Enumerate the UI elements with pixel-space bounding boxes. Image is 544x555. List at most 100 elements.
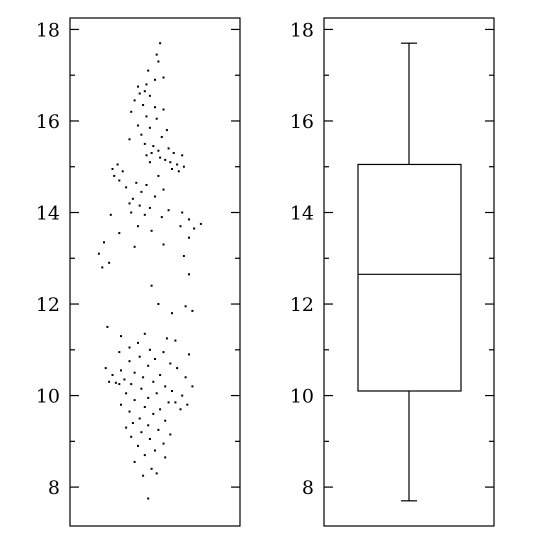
data-point bbox=[111, 168, 114, 170]
data-point bbox=[120, 335, 122, 338]
strip-plot-panel: 8 10 12 14 16 18 bbox=[36, 17, 241, 527]
data-point bbox=[97, 252, 100, 255]
box-tick-label: 18 bbox=[290, 19, 314, 41]
data-point bbox=[155, 392, 158, 395]
data-point bbox=[130, 211, 133, 214]
data-point bbox=[171, 312, 173, 315]
box-plot-marks bbox=[357, 42, 462, 502]
data-point bbox=[133, 460, 136, 463]
data-point bbox=[140, 133, 143, 136]
data-point bbox=[148, 438, 151, 440]
data-point bbox=[148, 348, 151, 351]
data-point bbox=[147, 497, 150, 500]
data-point bbox=[128, 346, 131, 349]
data-point bbox=[162, 76, 165, 79]
data-point bbox=[109, 213, 112, 216]
data-point bbox=[142, 376, 145, 379]
data-point bbox=[167, 209, 170, 212]
data-point bbox=[199, 222, 202, 225]
data-point bbox=[145, 115, 148, 118]
data-point bbox=[169, 433, 172, 436]
data-point bbox=[191, 385, 194, 388]
data-point bbox=[133, 371, 136, 374]
data-point bbox=[131, 422, 134, 424]
data-point bbox=[140, 190, 143, 193]
data-point bbox=[137, 124, 139, 127]
data-point bbox=[181, 154, 184, 157]
data-point bbox=[157, 174, 160, 177]
strip-plot-y-axis: 8 10 12 14 16 18 bbox=[36, 19, 240, 499]
data-point bbox=[143, 213, 146, 216]
data-point bbox=[152, 412, 155, 415]
data-point bbox=[145, 184, 148, 186]
data-point bbox=[120, 369, 122, 372]
data-point bbox=[171, 168, 173, 170]
data-point bbox=[138, 355, 141, 358]
data-point bbox=[118, 383, 121, 386]
data-point bbox=[121, 170, 124, 173]
data-point bbox=[150, 284, 153, 287]
data-point bbox=[184, 376, 187, 379]
data-point bbox=[148, 94, 151, 97]
data-point bbox=[128, 138, 131, 141]
box-plot-y-axis: 8 10 12 14 16 18 bbox=[290, 19, 494, 499]
strip-tick-label: 14 bbox=[36, 203, 60, 225]
data-point bbox=[155, 117, 158, 120]
data-point bbox=[184, 305, 187, 308]
data-point bbox=[120, 403, 122, 406]
data-point bbox=[143, 142, 146, 145]
data-point bbox=[125, 392, 128, 395]
strip-plot-points bbox=[97, 42, 202, 500]
data-point bbox=[111, 374, 114, 376]
data-point bbox=[155, 472, 158, 475]
data-point bbox=[176, 163, 179, 166]
data-point bbox=[106, 325, 109, 328]
data-point bbox=[145, 154, 148, 157]
data-point bbox=[125, 186, 128, 189]
data-point bbox=[177, 170, 180, 173]
data-point bbox=[162, 243, 165, 246]
data-point bbox=[164, 456, 167, 459]
data-point bbox=[179, 408, 182, 411]
data-point bbox=[147, 69, 150, 72]
data-point bbox=[128, 360, 131, 363]
data-point bbox=[128, 202, 131, 205]
data-point bbox=[165, 129, 168, 132]
strip-tick-label: 16 bbox=[36, 111, 60, 133]
data-point bbox=[188, 353, 190, 356]
data-point bbox=[118, 351, 121, 354]
data-point bbox=[131, 197, 134, 200]
data-point bbox=[133, 99, 136, 102]
data-point bbox=[148, 206, 151, 209]
data-point bbox=[152, 145, 155, 148]
box-tick-label: 12 bbox=[290, 294, 314, 316]
data-point bbox=[138, 92, 141, 95]
box-tick-label: 8 bbox=[302, 477, 314, 499]
data-point bbox=[145, 83, 148, 86]
data-point bbox=[130, 383, 133, 386]
data-point bbox=[116, 163, 119, 166]
data-point bbox=[171, 390, 173, 392]
data-point bbox=[150, 467, 153, 470]
data-point bbox=[157, 149, 160, 152]
data-point bbox=[176, 367, 179, 370]
data-point bbox=[188, 218, 190, 221]
data-point bbox=[101, 266, 104, 269]
interquartile-box bbox=[357, 163, 462, 392]
data-point bbox=[108, 261, 111, 264]
data-point bbox=[118, 232, 121, 235]
data-point bbox=[162, 351, 165, 354]
data-point bbox=[140, 431, 143, 434]
data-point bbox=[191, 309, 194, 312]
data-point bbox=[147, 424, 150, 427]
data-point bbox=[165, 337, 168, 340]
data-point bbox=[162, 188, 165, 191]
data-point bbox=[162, 442, 165, 445]
strip-tick-label: 8 bbox=[48, 477, 60, 499]
data-point bbox=[188, 273, 190, 276]
data-point bbox=[182, 255, 185, 257]
data-point bbox=[181, 211, 184, 214]
data-point bbox=[160, 216, 163, 219]
data-point bbox=[113, 174, 116, 177]
data-point bbox=[154, 78, 156, 81]
